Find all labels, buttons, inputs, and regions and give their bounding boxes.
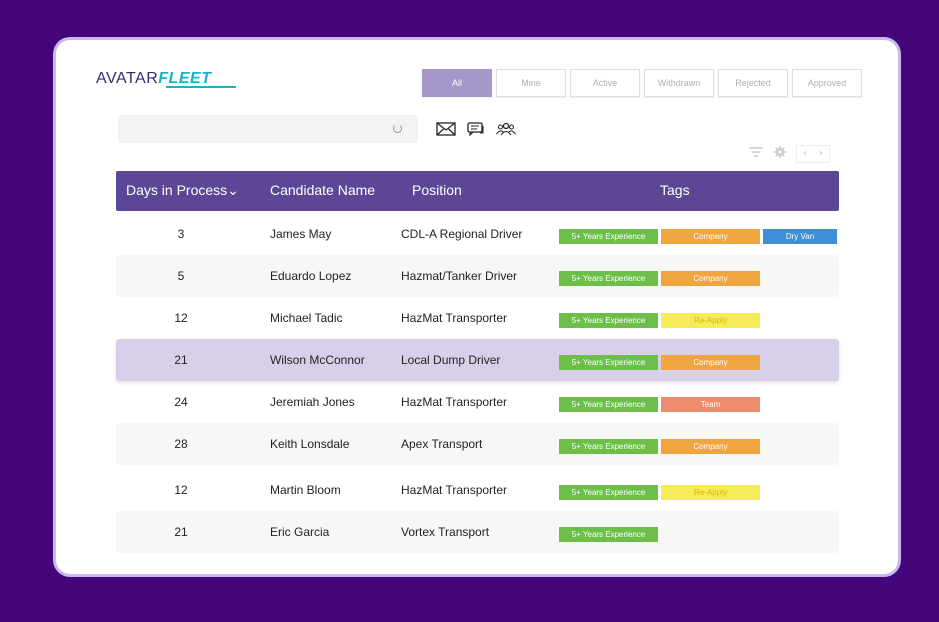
chat-icon[interactable] xyxy=(466,120,486,142)
cell-position: Apex Transport xyxy=(401,437,483,451)
table-row[interactable]: 24 Jeremiah Jones HazMat Transporter 5+ … xyxy=(116,381,839,423)
tag-badge: Re-Apply xyxy=(661,313,760,328)
table-row[interactable]: 12 Martin Bloom HazMat Transporter 5+ Ye… xyxy=(116,469,839,511)
tag-badge: Re-Apply xyxy=(661,485,760,500)
tag-badge: 5+ Years Experience xyxy=(559,313,658,328)
table-row[interactable]: 12 Michael Tadic HazMat Transporter 5+ Y… xyxy=(116,297,839,339)
header-tags[interactable]: Tags xyxy=(660,182,690,198)
cell-days: 24 xyxy=(174,395,188,409)
cell-candidate-name: Michael Tadic xyxy=(270,311,343,325)
tag-badge: Company xyxy=(661,439,760,454)
tag-badge: Company xyxy=(661,229,760,244)
tag-badge: 5+ Years Experience xyxy=(559,439,658,454)
next-page-button[interactable]: › xyxy=(819,148,823,159)
cell-position: HazMat Transporter xyxy=(401,311,508,325)
filter-icon[interactable] xyxy=(748,144,764,163)
tag-badge: Company xyxy=(661,355,760,370)
cell-days: 21 xyxy=(174,353,188,367)
cell-tags: 5+ Years Experience Re-Apply xyxy=(559,485,760,500)
cell-days: 5 xyxy=(177,269,185,283)
gear-icon[interactable] xyxy=(772,144,788,163)
tag-badge: 5+ Years Experience xyxy=(559,485,658,500)
table-row[interactable]: 21 Eric Garcia Vortex Transport 5+ Years… xyxy=(116,511,839,553)
header-days-in-process[interactable]: Days in Process⌄ xyxy=(126,182,239,198)
cell-position: CDL-A Regional Driver xyxy=(401,227,523,241)
table-row[interactable]: 28 Keith Lonsdale Apex Transport 5+ Year… xyxy=(116,423,839,465)
logo: AVATARFLEET xyxy=(96,70,236,90)
cell-candidate-name: Eduardo Lopez xyxy=(270,269,352,283)
filter-all[interactable]: All xyxy=(422,69,492,97)
table-tools: ‹ › xyxy=(748,144,830,163)
cell-position: HazMat Transporter xyxy=(401,395,508,409)
tag-badge: 5+ Years Experience xyxy=(559,527,658,542)
cell-candidate-name: James May xyxy=(270,227,332,241)
status-filter-bar: All Mine Active Withdrawn Rejected Appro… xyxy=(422,69,862,97)
cell-candidate-name: Wilson McConnor xyxy=(270,353,365,367)
cell-position: HazMat Transporter xyxy=(401,483,508,497)
cell-days: 12 xyxy=(174,483,188,497)
search-input[interactable] xyxy=(118,115,418,143)
cell-tags: 5+ Years Experience xyxy=(559,527,658,542)
team-icon[interactable] xyxy=(496,120,516,142)
cell-tags: 5+ Years Experience Company xyxy=(559,271,760,286)
tag-badge: Team xyxy=(661,397,760,412)
cell-position: Hazmat/Tanker Driver xyxy=(401,269,518,283)
tag-badge: 5+ Years Experience xyxy=(559,271,658,286)
pagination: ‹ › xyxy=(796,144,830,163)
cell-days: 21 xyxy=(174,525,188,539)
table-header: Days in Process⌄ Candidate Name Position… xyxy=(116,171,839,211)
tag-badge: Dry Van xyxy=(763,229,837,244)
cell-position: Local Dump Driver xyxy=(401,353,501,367)
cell-candidate-name: Jeremiah Jones xyxy=(270,395,355,409)
cell-tags: 5+ Years Experience Company xyxy=(559,439,760,454)
logo-underline xyxy=(166,86,236,88)
prev-page-button[interactable]: ‹ xyxy=(803,148,807,159)
logo-text-fleet: FLEET xyxy=(158,70,212,87)
cell-days: 12 xyxy=(174,311,188,325)
loading-spinner-icon xyxy=(393,124,402,133)
cell-tags: 5+ Years Experience Re-Apply xyxy=(559,313,760,328)
tag-badge: Company xyxy=(661,271,760,286)
cell-tags: 5+ Years Experience Company Dry Van xyxy=(559,229,837,244)
tag-badge: 5+ Years Experience xyxy=(559,397,658,412)
toolbar-icons xyxy=(436,120,516,142)
filter-active[interactable]: Active xyxy=(570,69,640,97)
cell-tags: 5+ Years Experience Company xyxy=(559,355,760,370)
tag-badge: 5+ Years Experience xyxy=(559,355,658,370)
cell-candidate-name: Keith Lonsdale xyxy=(270,437,350,451)
header-position[interactable]: Position xyxy=(412,182,462,198)
filter-approved[interactable]: Approved xyxy=(792,69,862,97)
cell-candidate-name: Eric Garcia xyxy=(270,525,330,539)
cell-position: Vortex Transport xyxy=(401,525,490,539)
mail-icon[interactable] xyxy=(436,120,456,142)
filter-withdrawn[interactable]: Withdrawn xyxy=(644,69,714,97)
table-row[interactable]: 5 Eduardo Lopez Hazmat/Tanker Driver 5+ … xyxy=(116,255,839,297)
logo-text-avatar: AVATAR xyxy=(96,70,159,87)
cell-candidate-name: Martin Bloom xyxy=(270,483,341,497)
filter-mine[interactable]: Mine xyxy=(496,69,566,97)
filter-rejected[interactable]: Rejected xyxy=(718,69,788,97)
main-card: AVATARFLEET All Mine Active Withdrawn Re… xyxy=(56,40,898,574)
sort-chevron-icon[interactable]: ⌄ xyxy=(227,182,239,198)
cell-tags: 5+ Years Experience Team xyxy=(559,397,760,412)
header-candidate-name[interactable]: Candidate Name xyxy=(270,182,376,198)
table-row[interactable]: 3 James May CDL-A Regional Driver 5+ Yea… xyxy=(116,213,839,255)
table-row-selected[interactable]: 21 Wilson McConnor Local Dump Driver 5+ … xyxy=(116,339,839,381)
cell-days: 28 xyxy=(174,437,188,451)
cell-days: 3 xyxy=(177,227,185,241)
tag-badge: 5+ Years Experience xyxy=(559,229,658,244)
